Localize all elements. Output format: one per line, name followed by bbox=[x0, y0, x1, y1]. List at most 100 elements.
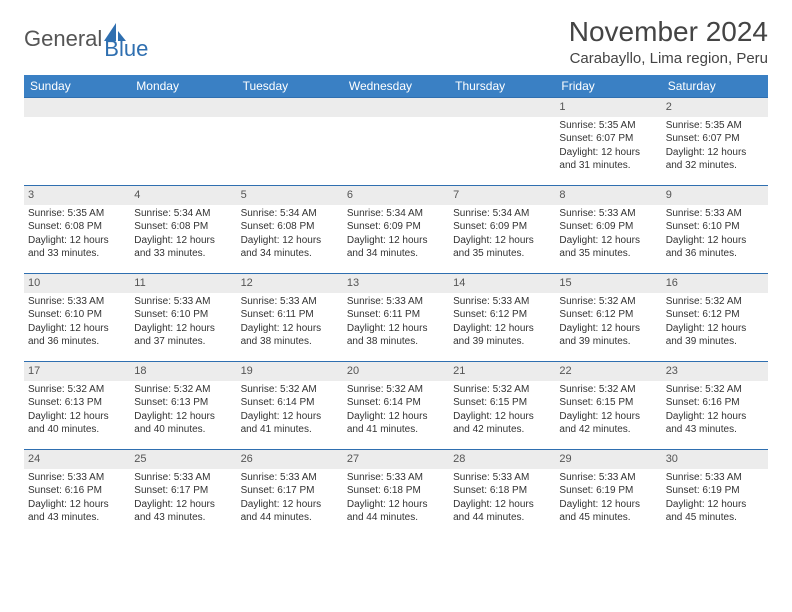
calendar-week-row: 10 Sunrise: 5:33 AM Sunset: 6:10 PM Dayligh… bbox=[24, 274, 768, 362]
daylight2-text: and 33 minutes. bbox=[134, 247, 232, 261]
daylight1-text: Daylight: 12 hours bbox=[453, 498, 551, 512]
weekday-header: Wednesday bbox=[343, 75, 449, 98]
sunset-text: Sunset: 6:12 PM bbox=[666, 308, 764, 322]
calendar-day-cell bbox=[237, 98, 343, 186]
calendar-day-cell: 28Sunrise: 5:33 AMSunset: 6:18 PMDayligh… bbox=[449, 450, 555, 538]
daylight2-text: and 32 minutes. bbox=[666, 159, 764, 173]
sunset-text: Sunset: 6:19 PM bbox=[559, 484, 657, 498]
calendar-day-cell: 21Sunrise: 5:32 AMSunset: 6:15 PMDayligh… bbox=[449, 362, 555, 450]
day-number: 16 bbox=[662, 274, 768, 293]
sunrise-text: Sunrise: 5:33 AM bbox=[666, 471, 764, 485]
calendar-week-row: 17Sunrise: 5:32 AMSunset: 6:13 PMDayligh… bbox=[24, 362, 768, 450]
daylight2-text: and 45 minutes. bbox=[559, 511, 657, 525]
title-block: November 2024 Carabayllo, Lima region, P… bbox=[569, 16, 768, 67]
calendar-day-cell: 17Sunrise: 5:32 AMSunset: 6:13 PMDayligh… bbox=[24, 362, 130, 450]
day-number bbox=[449, 98, 555, 117]
sunrise-text: Sunrise: 5:33 AM bbox=[347, 471, 445, 485]
daylight2-text: and 34 minutes. bbox=[347, 247, 445, 261]
sunrise-text: Sunrise: 5:32 AM bbox=[134, 383, 232, 397]
sunset-text: Sunset: 6:12 PM bbox=[453, 308, 551, 322]
daylight2-text: and 40 minutes. bbox=[134, 423, 232, 437]
calendar-day-cell: 19Sunrise: 5:32 AMSunset: 6:14 PMDayligh… bbox=[237, 362, 343, 450]
daylight1-text: Daylight: 12 hours bbox=[28, 234, 126, 248]
day-number: 12 bbox=[237, 274, 343, 293]
sunset-text: Sunset: 6:09 PM bbox=[347, 220, 445, 234]
day-number: 22 bbox=[555, 362, 661, 381]
sunrise-text: Sunrise: 5:33 AM bbox=[347, 295, 445, 309]
daylight1-text: Daylight: 12 hours bbox=[134, 498, 232, 512]
location-subtitle: Carabayllo, Lima region, Peru bbox=[569, 50, 768, 67]
daylight2-text: and 41 minutes. bbox=[241, 423, 339, 437]
sunset-text: Sunset: 6:17 PM bbox=[134, 484, 232, 498]
sunrise-text: Sunrise: 5:33 AM bbox=[241, 471, 339, 485]
calendar-day-cell bbox=[24, 98, 130, 186]
daylight2-text: and 44 minutes. bbox=[347, 511, 445, 525]
day-number: 27 bbox=[343, 450, 449, 469]
daylight1-text: Daylight: 12 hours bbox=[28, 410, 126, 424]
day-number: 29 bbox=[555, 450, 661, 469]
sunrise-text: Sunrise: 5:33 AM bbox=[559, 471, 657, 485]
day-number bbox=[237, 98, 343, 117]
sunset-text: Sunset: 6:07 PM bbox=[666, 132, 764, 146]
daylight1-text: Daylight: 12 hours bbox=[28, 498, 126, 512]
day-number: 30 bbox=[662, 450, 768, 469]
sunset-text: Sunset: 6:09 PM bbox=[453, 220, 551, 234]
calendar-day-cell: 3Sunrise: 5:35 AMSunset: 6:08 PMDaylight… bbox=[24, 186, 130, 274]
calendar-header-row: SundayMondayTuesdayWednesdayThursdayFrid… bbox=[24, 75, 768, 98]
sunset-text: Sunset: 6:10 PM bbox=[134, 308, 232, 322]
day-number: 17 bbox=[24, 362, 130, 381]
sunrise-text: Sunrise: 5:32 AM bbox=[666, 383, 764, 397]
daylight1-text: Daylight: 12 hours bbox=[453, 234, 551, 248]
sunrise-text: Sunrise: 5:34 AM bbox=[453, 207, 551, 221]
day-number: 8 bbox=[555, 186, 661, 205]
sunset-text: Sunset: 6:10 PM bbox=[28, 308, 126, 322]
daylight2-text: and 31 minutes. bbox=[559, 159, 657, 173]
daylight1-text: Daylight: 12 hours bbox=[666, 410, 764, 424]
daylight2-text: and 40 minutes. bbox=[28, 423, 126, 437]
daylight1-text: Daylight: 12 hours bbox=[347, 234, 445, 248]
daylight2-text: and 34 minutes. bbox=[241, 247, 339, 261]
sunrise-text: Sunrise: 5:35 AM bbox=[559, 119, 657, 133]
sunrise-text: Sunrise: 5:32 AM bbox=[559, 295, 657, 309]
weekday-header: Saturday bbox=[662, 75, 768, 98]
weekday-header: Thursday bbox=[449, 75, 555, 98]
sunrise-text: Sunrise: 5:33 AM bbox=[666, 207, 764, 221]
day-number: 7 bbox=[449, 186, 555, 205]
day-number: 11 bbox=[130, 274, 236, 293]
day-number: 28 bbox=[449, 450, 555, 469]
daylight2-text: and 45 minutes. bbox=[666, 511, 764, 525]
daylight1-text: Daylight: 12 hours bbox=[666, 234, 764, 248]
sunrise-text: Sunrise: 5:32 AM bbox=[559, 383, 657, 397]
daylight1-text: Daylight: 12 hours bbox=[241, 234, 339, 248]
calendar-day-cell: 22Sunrise: 5:32 AMSunset: 6:15 PMDayligh… bbox=[555, 362, 661, 450]
daylight2-text: and 43 minutes. bbox=[134, 511, 232, 525]
day-number: 15 bbox=[555, 274, 661, 293]
sunrise-text: Sunrise: 5:32 AM bbox=[666, 295, 764, 309]
day-number bbox=[130, 98, 236, 117]
sunrise-text: Sunrise: 5:33 AM bbox=[28, 471, 126, 485]
day-number: 10 bbox=[24, 274, 130, 293]
daylight2-text: and 38 minutes. bbox=[241, 335, 339, 349]
calendar-day-cell: 1Sunrise: 5:35 AMSunset: 6:07 PMDaylight… bbox=[555, 98, 661, 186]
day-number: 19 bbox=[237, 362, 343, 381]
calendar-day-cell: 20Sunrise: 5:32 AMSunset: 6:14 PMDayligh… bbox=[343, 362, 449, 450]
sunrise-text: Sunrise: 5:33 AM bbox=[453, 295, 551, 309]
sunset-text: Sunset: 6:16 PM bbox=[666, 396, 764, 410]
sunrise-text: Sunrise: 5:32 AM bbox=[241, 383, 339, 397]
calendar-week-row: 3Sunrise: 5:35 AMSunset: 6:08 PMDaylight… bbox=[24, 186, 768, 274]
daylight2-text: and 43 minutes. bbox=[666, 423, 764, 437]
calendar-day-cell: 24Sunrise: 5:33 AMSunset: 6:16 PMDayligh… bbox=[24, 450, 130, 538]
daylight1-text: Daylight: 12 hours bbox=[453, 410, 551, 424]
calendar-day-cell: 8Sunrise: 5:33 AMSunset: 6:09 PMDaylight… bbox=[555, 186, 661, 274]
day-number: 9 bbox=[662, 186, 768, 205]
calendar-day-cell: 25Sunrise: 5:33 AMSunset: 6:17 PMDayligh… bbox=[130, 450, 236, 538]
sunset-text: Sunset: 6:18 PM bbox=[347, 484, 445, 498]
calendar-day-cell: 16 Sunrise: 5:32 AMSunset: 6:12 PMDayligh… bbox=[662, 274, 768, 362]
sunset-text: Sunset: 6:15 PM bbox=[559, 396, 657, 410]
daylight1-text: Daylight: 12 hours bbox=[559, 322, 657, 336]
calendar-day-cell: 7 Sunrise: 5:34 AMSunset: 6:09 PMDaylight… bbox=[449, 186, 555, 274]
calendar-day-cell: 23Sunrise: 5:32 AMSunset: 6:16 PMDayligh… bbox=[662, 362, 768, 450]
day-number bbox=[24, 98, 130, 117]
daylight1-text: Daylight: 12 hours bbox=[666, 322, 764, 336]
day-number: 26 bbox=[237, 450, 343, 469]
